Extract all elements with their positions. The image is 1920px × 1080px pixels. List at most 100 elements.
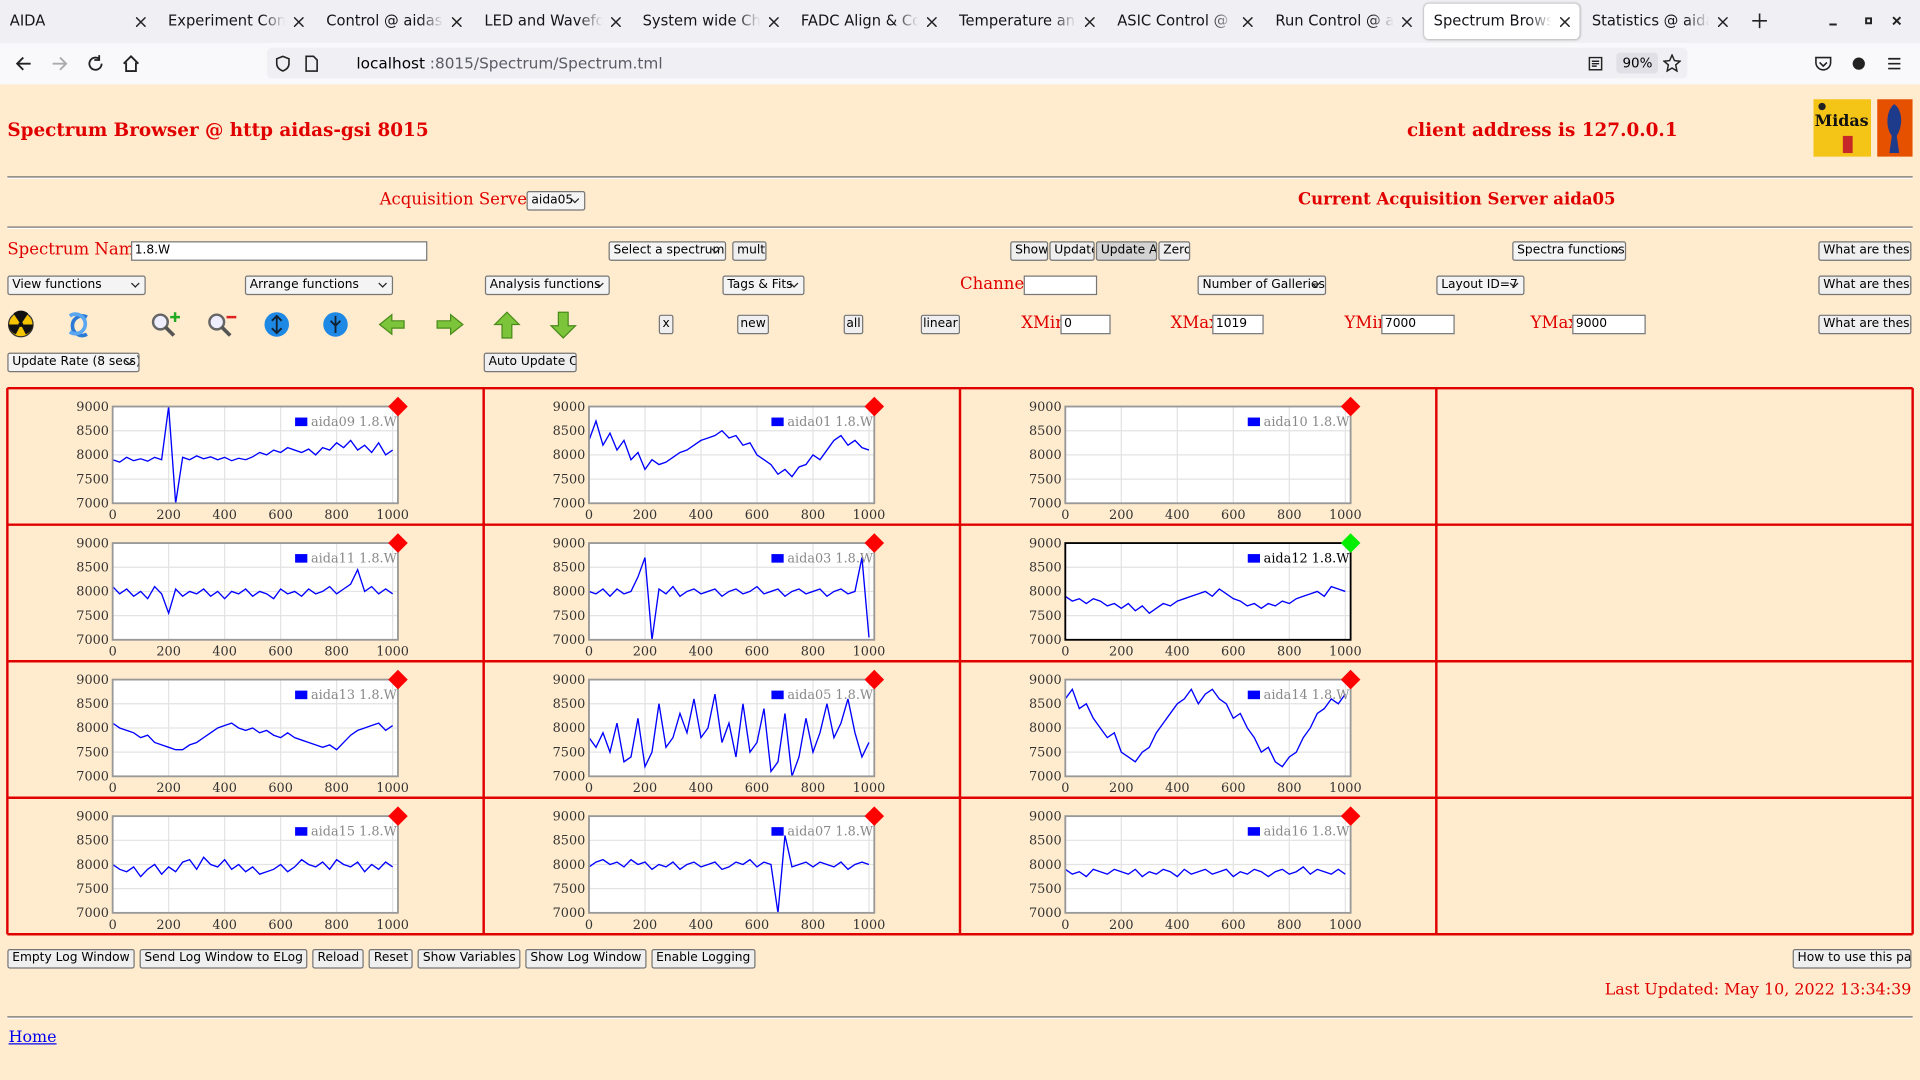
status-marker[interactable]	[388, 396, 408, 417]
auto-update-button[interactable]: Auto Update ON	[483, 352, 577, 373]
spectra-functions-select[interactable]: Spectra functions	[1512, 241, 1627, 261]
browser-tab[interactable]: Spectrum Browser	[1423, 3, 1580, 40]
reader-view-icon[interactable]	[1587, 55, 1604, 72]
all-button[interactable]: all	[843, 314, 864, 335]
tab-close[interactable]	[1559, 17, 1570, 27]
minimize-button[interactable]	[1824, 12, 1841, 29]
status-marker[interactable]	[1340, 669, 1361, 690]
galleries-select[interactable]: Number of Galleries	[1197, 275, 1327, 296]
tab-close[interactable]	[1401, 17, 1412, 27]
tab-close[interactable]	[768, 17, 779, 27]
right-arrow-icon[interactable]	[436, 313, 464, 336]
left-arrow-icon[interactable]	[378, 313, 405, 336]
browser-tab[interactable]: ASIC Control @ aid	[1107, 4, 1263, 40]
arrange-functions-select[interactable]: Arrange functions	[244, 275, 394, 296]
expand-y-icon[interactable]	[264, 312, 289, 337]
home-button[interactable]	[121, 54, 141, 74]
status-marker[interactable]	[388, 669, 408, 690]
layout-select[interactable]: Layout ID=7	[1436, 275, 1525, 296]
log-button[interactable]: Empty Log Window	[7, 948, 135, 969]
bookmark-star[interactable]	[1662, 53, 1682, 73]
browser-tab[interactable]: AIDA	[0, 4, 156, 40]
analysis-functions-select[interactable]: Analysis functions	[484, 275, 610, 296]
tab-close[interactable]	[1085, 17, 1095, 27]
new-button[interactable]: new	[737, 314, 769, 335]
reload-button[interactable]	[86, 54, 106, 74]
xmax-input[interactable]: 1019	[1212, 314, 1264, 335]
help-button[interactable]: What are these?	[1818, 314, 1912, 335]
log-button[interactable]: Show Log Window	[525, 948, 647, 969]
spectrum-name-input[interactable]: 1.8.W	[131, 241, 428, 261]
browser-tab[interactable]: System wide Check	[633, 4, 789, 40]
acquisition-server-select[interactable]: aida05	[526, 191, 586, 211]
tab-close[interactable]	[452, 17, 463, 27]
view-functions-select[interactable]: View functions	[7, 275, 146, 296]
new-tab-button[interactable]	[1751, 12, 1768, 29]
how-to-button[interactable]: How to use this page	[1792, 948, 1912, 969]
update-all-button[interactable]: Update All	[1095, 241, 1158, 261]
tab-close[interactable]	[926, 17, 937, 27]
browser-tab[interactable]: Experiment Contro	[158, 4, 314, 40]
tab-close[interactable]	[294, 17, 304, 27]
status-marker[interactable]	[388, 533, 408, 553]
zoom-in-icon[interactable]	[151, 312, 181, 337]
xmin-input[interactable]: 0	[1060, 314, 1111, 335]
shrink-y-icon[interactable]	[323, 312, 348, 337]
tab-close[interactable]	[610, 17, 621, 27]
zoom-level[interactable]: 90%	[1616, 52, 1659, 74]
up-arrow-icon[interactable]	[493, 311, 521, 339]
multi-button[interactable]: multi	[732, 241, 767, 261]
browser-tab[interactable]: Run Control @ aida	[1266, 4, 1422, 40]
tab-close[interactable]	[1243, 17, 1254, 27]
log-button[interactable]: Show Variables	[417, 948, 521, 969]
close-window-button[interactable]	[1888, 12, 1905, 29]
maximize-button[interactable]	[1860, 12, 1877, 29]
log-button[interactable]: Reload	[312, 948, 365, 969]
help-button[interactable]: What are these?	[1818, 275, 1912, 296]
log-button[interactable]: Reset	[369, 948, 414, 969]
radiation-icon[interactable]	[7, 310, 34, 338]
browser-tab[interactable]: LED and Waveform	[475, 4, 631, 40]
tab-close[interactable]	[1717, 17, 1728, 27]
status-marker[interactable]	[1340, 396, 1361, 417]
extension-icon[interactable]	[1850, 55, 1867, 72]
status-marker[interactable]	[1340, 533, 1361, 553]
down-arrow-icon[interactable]	[549, 311, 577, 339]
show-button[interactable]: Show	[1010, 241, 1049, 261]
tags-fits-select[interactable]: Tags & Fits	[722, 275, 805, 296]
select-spectrum[interactable]: Select a spectrum	[608, 241, 727, 261]
url-bar[interactable]: localhost :8015/Spectrum/Spectrum.tml 90…	[266, 47, 1688, 79]
back-button[interactable]	[13, 54, 33, 74]
log-button[interactable]: Send Log Window to ELog	[139, 948, 308, 969]
zero-button[interactable]: Zero	[1158, 241, 1191, 261]
update-button[interactable]: Update	[1049, 241, 1095, 261]
ymin-input[interactable]: 7000	[1381, 314, 1455, 335]
browser-tab[interactable]: Control @ aidas-gs	[316, 4, 472, 40]
menu-button[interactable]	[1886, 55, 1903, 72]
status-marker[interactable]	[388, 806, 408, 826]
pocket-icon[interactable]	[1815, 55, 1832, 72]
update-rate-select[interactable]: Update Rate (8 secs)	[7, 352, 140, 373]
ymax-input[interactable]: 9000	[1572, 314, 1646, 335]
status-marker[interactable]	[1340, 806, 1361, 826]
zoom-out-icon[interactable]	[208, 313, 237, 337]
log-button[interactable]: Enable Logging	[651, 948, 756, 969]
refresh-icon[interactable]	[68, 312, 88, 338]
forward-button[interactable]	[50, 54, 70, 74]
tab-close[interactable]	[135, 17, 146, 27]
linear-button[interactable]: linear	[920, 314, 960, 335]
browser-tab[interactable]: Temperature and s	[949, 4, 1105, 40]
home-link[interactable]: Home	[8, 1028, 57, 1047]
